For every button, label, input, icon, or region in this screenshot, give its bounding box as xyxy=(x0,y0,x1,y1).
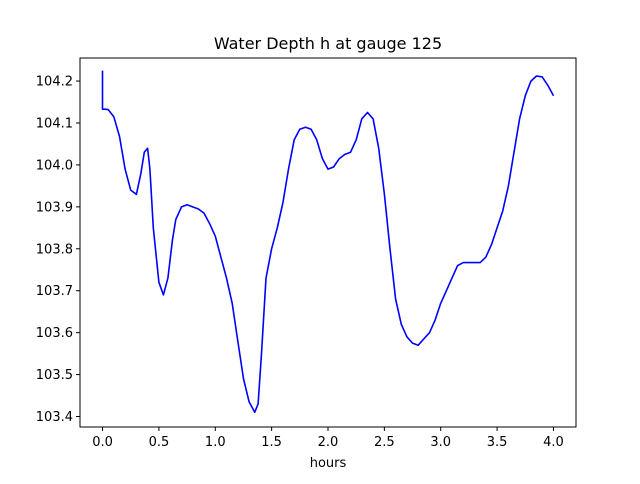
y-tick-label: 103.6 xyxy=(36,326,73,341)
x-axis-ticks: 0.0 0.5 1.0 1.5 2.0 2.5 3.0 3.5 4.0 xyxy=(92,427,564,450)
y-tick-label: 103.7 xyxy=(36,284,73,299)
y-tick-label: 103.5 xyxy=(36,368,73,383)
x-tick-label: 3.0 xyxy=(430,435,451,450)
plot-area xyxy=(101,70,555,414)
y-tick-label: 103.9 xyxy=(36,200,73,215)
x-tick-label: 0.5 xyxy=(149,435,170,450)
x-tick-label: 1.5 xyxy=(261,435,282,450)
y-tick-label: 104.0 xyxy=(36,158,73,173)
y-tick-label: 103.4 xyxy=(36,410,73,425)
x-tick-label: 0.0 xyxy=(92,435,113,450)
x-tick-label: 1.0 xyxy=(205,435,226,450)
y-axis-ticks: 103.4 103.5 103.6 103.7 103.8 103.9 104.0 104.1… xyxy=(36,75,80,425)
x-tick-label: 2.5 xyxy=(374,435,395,450)
series-line-0 xyxy=(101,70,555,414)
chart-title: Water Depth h at gauge 125 xyxy=(214,34,442,53)
x-axis-label: hours xyxy=(310,456,347,471)
x-tick-label: 3.5 xyxy=(487,435,508,450)
y-tick-label: 104.1 xyxy=(36,116,73,131)
x-tick-label: 2.0 xyxy=(318,435,339,450)
y-tick-label: 104.2 xyxy=(36,75,73,90)
x-tick-label: 4.0 xyxy=(543,435,564,450)
y-tick-label: 103.8 xyxy=(36,242,73,257)
axes-frame xyxy=(79,57,577,428)
